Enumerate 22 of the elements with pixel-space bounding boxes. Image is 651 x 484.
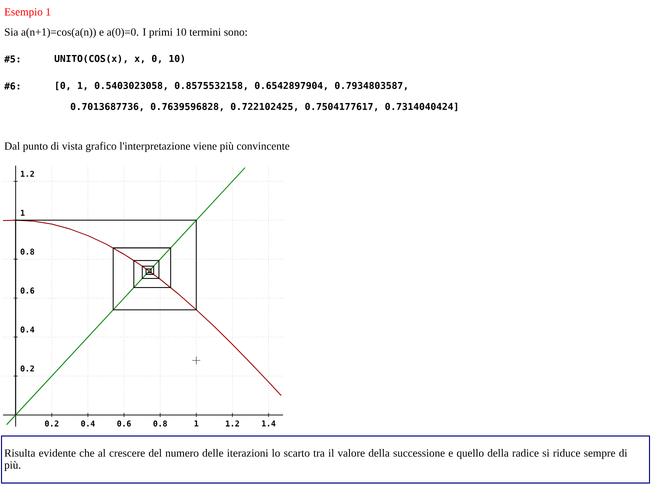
x-tick-label: 0.8	[153, 420, 167, 427]
y-tick-label: 0.4	[20, 326, 34, 333]
x-tick-label: 1	[194, 420, 198, 426]
y-tick-label: 0.2	[20, 365, 34, 372]
x-tick-label: 0.4	[81, 420, 95, 427]
text: Dal punto di vista grafico l'interpretazione viene più convincente	[4, 142, 290, 152]
y-tick-label: 0.8	[20, 248, 34, 255]
y-tick-label: 0.6	[20, 288, 34, 294]
text: [0, 1, 0.5403023058, 0.8575532158, 0.6542897904, 0.7934803587,	[56, 82, 407, 90]
y-tick-label: 1	[20, 210, 25, 216]
text: 0.7013687736, 0.7639596828, 0.722102425, 0.7504177617, 0.7314040424]	[70, 102, 458, 112]
x-tick-label: 1.2	[226, 420, 239, 426]
text: #5:	[4, 55, 20, 63]
x-tick-label: 0.2	[45, 420, 58, 427]
chart-subtitle: Sia a(n+1)=cos(a(n)) e a(0)=0. I primi 10 termini sono:	[4, 28, 247, 38]
chart-title: Esempio 1	[4, 8, 50, 18]
text: UNITO(COS(x), x, 0, 10)	[54, 54, 184, 64]
x-tick-label: 1.4	[262, 420, 276, 426]
text: Risulta evidente che al crescere del numero delle iterazioni lo scarto tra il valore della successione e quello della radice si riduce sempre di più.	[4, 449, 628, 471]
text: #6:	[4, 82, 20, 90]
x-tick-label: 0.6	[117, 420, 131, 427]
y-tick-label: 1.2	[20, 170, 34, 177]
